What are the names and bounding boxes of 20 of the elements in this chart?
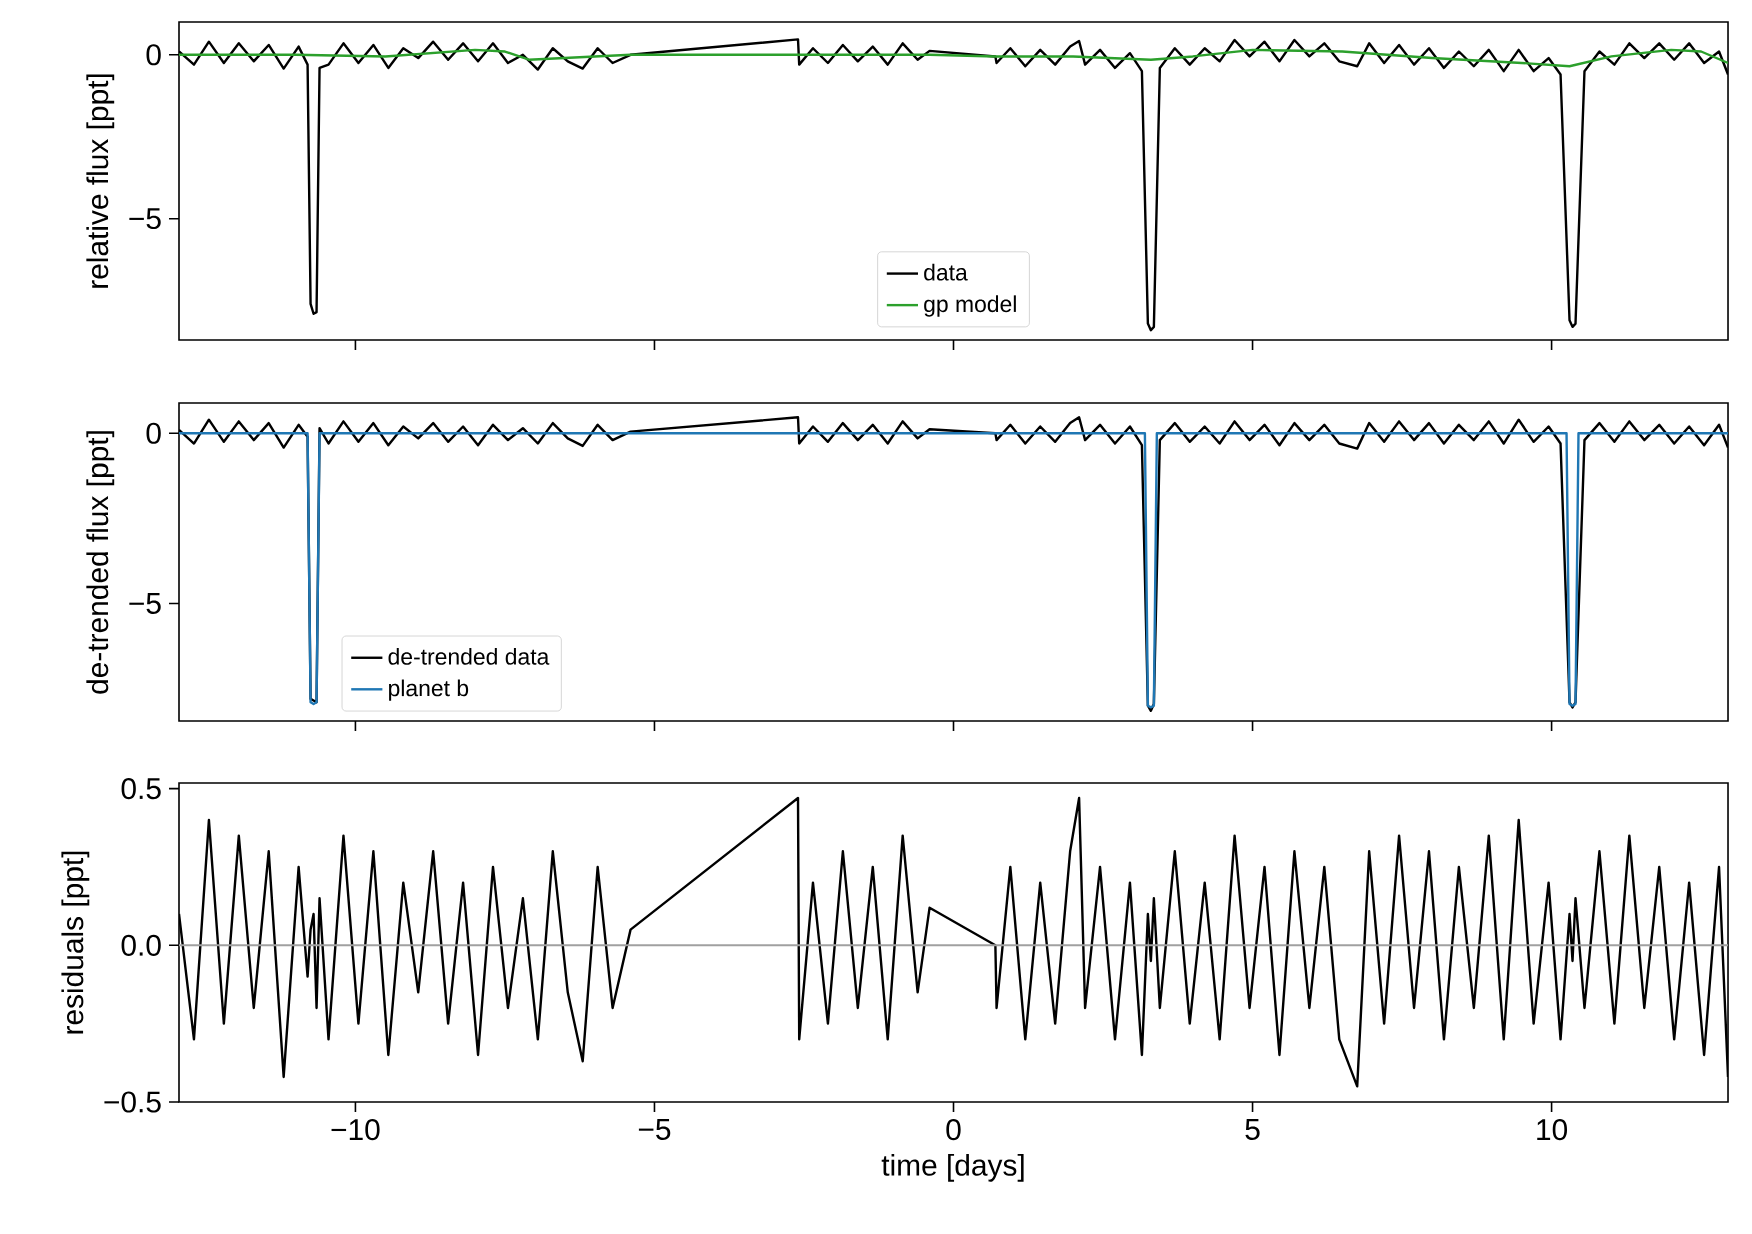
y-axis-title: de-trended flux [ppt]	[86, 431, 115, 694]
y-tick-label: −0.5	[104, 1091, 161, 1113]
x-axis-title: time [days]	[881, 1153, 1024, 1182]
legend-label: de-trended data	[388, 647, 550, 665]
y-tick-label: 0	[146, 44, 161, 66]
x-tick-label: 5	[1245, 1119, 1260, 1140]
legend-label: planet b	[389, 679, 469, 701]
x-tick-label: −5	[638, 1119, 671, 1140]
y-tick-label: −5	[129, 208, 161, 230]
legend-label: data	[924, 263, 968, 281]
y-tick-label: −5	[129, 593, 161, 614]
x-tick-label: −10	[331, 1119, 380, 1141]
y-axis-title: relative flux [ppt]	[86, 74, 115, 288]
x-tick-label: 10	[1537, 1119, 1568, 1141]
y-tick-label: 0.5	[121, 778, 161, 800]
legend-label: gp model	[924, 295, 1016, 317]
y-tick-label: 0	[146, 422, 161, 444]
x-tick-label: 0	[946, 1119, 961, 1141]
y-tick-label: 0.0	[121, 934, 161, 956]
y-axis-title: residuals [ppt]	[61, 851, 90, 1034]
